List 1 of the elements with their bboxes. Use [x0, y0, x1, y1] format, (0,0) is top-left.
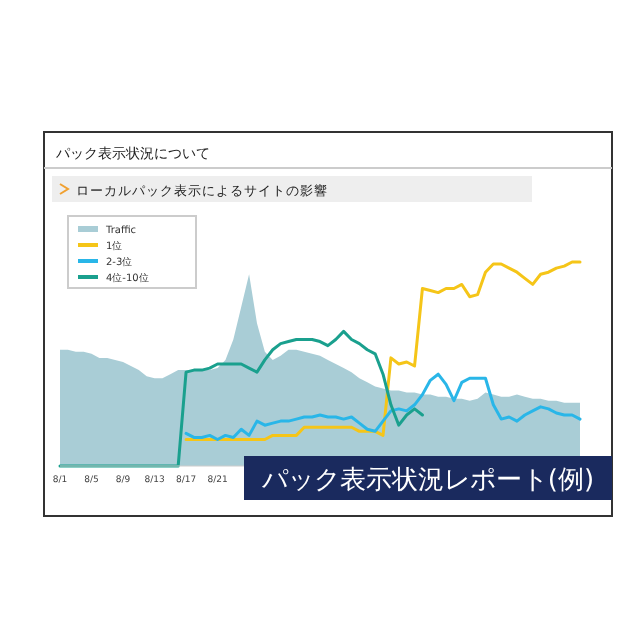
- annotation: パック表示状況レポート(例): [259, 466, 595, 496]
